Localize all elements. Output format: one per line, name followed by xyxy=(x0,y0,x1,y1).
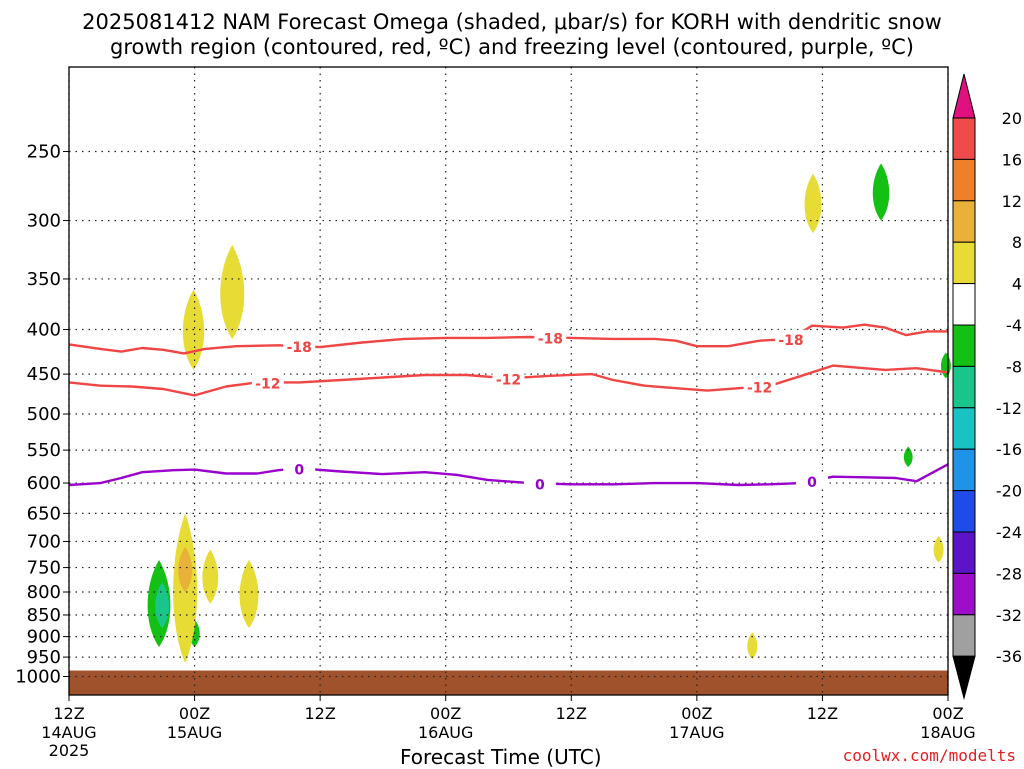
colorbar-block-7 xyxy=(952,365,976,409)
contour-label-bg-1-2 xyxy=(743,377,776,395)
colorbar-label-3: 8 xyxy=(1012,233,1022,252)
contour-label-bg-1-0 xyxy=(251,373,284,391)
chart-title-line-1: 2025081412 NAM Forecast Omega (shaded, μ… xyxy=(82,10,942,34)
x-tick-label-0: 12Z xyxy=(53,704,84,723)
colorbar-block-10 xyxy=(952,490,976,533)
colorbar-label-0: 20 xyxy=(1002,109,1022,128)
x-tick-label-3: 00Z xyxy=(430,704,461,723)
y-tick-label-600: 600 xyxy=(27,473,61,494)
contour-label-1-0: -12 xyxy=(255,376,280,392)
contour-minus12-line xyxy=(68,364,949,397)
colorbar-label-2: 12 xyxy=(1002,192,1022,211)
colorbar-label-7: -12 xyxy=(996,399,1022,418)
omega-region-3 xyxy=(872,163,890,221)
y-tick-label-900: 900 xyxy=(27,627,61,648)
colorbar-label-8: -16 xyxy=(996,440,1022,459)
x-date-label-5: 17AUG xyxy=(669,723,724,742)
contour-label-2-0: 0 xyxy=(294,462,304,478)
contour-label-2-2: 0 xyxy=(807,475,817,491)
contour-label-0-2: -18 xyxy=(778,333,803,349)
contour-label-bg-0-1 xyxy=(534,328,567,346)
omega-region-9 xyxy=(202,549,219,604)
y-tick-label-400: 400 xyxy=(27,320,61,341)
y-tick-label-500: 500 xyxy=(27,404,61,425)
colorbar-top-arrow xyxy=(952,73,976,119)
contour-label-bg-1-1 xyxy=(492,369,525,387)
colorbar-label-13: -36 xyxy=(996,647,1022,666)
chart-title-line-2: growth region (contoured, red, ºC) and f… xyxy=(110,35,914,59)
x-tick-label-6: 12Z xyxy=(807,704,838,723)
omega-region-11 xyxy=(239,559,259,629)
credit-link[interactable]: coolwx.com/modelts xyxy=(842,746,1016,765)
y-tick-label-250: 250 xyxy=(27,142,61,163)
y-tick-label-950: 950 xyxy=(27,647,61,668)
contour-label-bg-0-2 xyxy=(775,329,808,347)
omega-region-7 xyxy=(178,546,193,593)
omega-region-14 xyxy=(933,535,944,563)
colorbar-block-9 xyxy=(952,448,976,492)
contour-label-bg-0-0 xyxy=(283,337,316,355)
omega-region-1 xyxy=(155,582,170,629)
y-tick-label-300: 300 xyxy=(27,211,61,232)
x-date-label-0: 14AUG xyxy=(41,723,96,742)
y-tick-label-750: 750 xyxy=(27,558,61,579)
y-tick-label-650: 650 xyxy=(27,503,61,524)
contour-label-bg-2-0 xyxy=(283,459,316,477)
colorbar-label-4: 4 xyxy=(1012,275,1022,294)
colorbar-label-12: -32 xyxy=(996,606,1022,625)
colorbar-block-3 xyxy=(952,200,976,243)
y-tick-label-550: 550 xyxy=(27,440,61,461)
contour-label-bg-2-2 xyxy=(795,471,828,489)
colorbar-bottom-arrow xyxy=(952,655,976,701)
x-axis-label: Forecast Time (UTC) xyxy=(400,745,602,769)
colorbar-block-12 xyxy=(952,572,976,616)
colorbar-label-1: 16 xyxy=(1002,150,1022,169)
surface-ground xyxy=(69,670,948,695)
omega-region-10 xyxy=(220,244,245,339)
y-tick-label-800: 800 xyxy=(27,582,61,603)
colorbar-label-6: -8 xyxy=(1006,357,1022,376)
colorbar-block-4 xyxy=(952,241,976,285)
colorbar-block-13 xyxy=(952,614,976,657)
colorbar-block-6 xyxy=(952,324,976,367)
contour-label-bg-2-1 xyxy=(523,474,556,492)
colorbar-label-9: -20 xyxy=(996,482,1022,501)
colorbar-label-10: -24 xyxy=(996,523,1022,542)
omega-region-12 xyxy=(804,173,822,233)
contour-label-0-0: -18 xyxy=(287,340,312,356)
plot-border xyxy=(68,66,949,696)
colorbar-block-11 xyxy=(952,531,976,574)
contour-label-1-2: -12 xyxy=(747,381,772,397)
colorbar-block-5 xyxy=(952,283,976,326)
x-tick-label-1: 00Z xyxy=(179,704,210,723)
y-tick-label-350: 350 xyxy=(27,269,61,290)
x-date-label-3: 16AUG xyxy=(418,723,473,742)
colorbar-label-5: -4 xyxy=(1006,316,1022,335)
colorbar-block-1 xyxy=(952,117,976,160)
x-date-label-1: 15AUG xyxy=(167,723,222,742)
x-tick-label-2: 12Z xyxy=(304,704,335,723)
omega-region-13 xyxy=(747,632,758,660)
colorbar-block-8 xyxy=(952,407,976,450)
x-date-label-7: 18AUG xyxy=(920,723,975,742)
x-year-label-0: 2025 xyxy=(49,741,90,760)
x-tick-label-4: 12Z xyxy=(556,704,587,723)
contour-label-1-1: -12 xyxy=(496,372,521,388)
y-tick-label-850: 850 xyxy=(27,605,61,626)
y-tick-label-1000: 1000 xyxy=(15,667,61,688)
omega-region-4 xyxy=(903,446,913,467)
x-tick-label-5: 00Z xyxy=(681,704,712,723)
y-tick-label-450: 450 xyxy=(27,364,61,385)
contour-label-2-1: 0 xyxy=(535,477,545,493)
colorbar-label-11: -28 xyxy=(996,564,1022,583)
colorbar-block-2 xyxy=(952,158,976,202)
x-tick-label-7: 00Z xyxy=(932,704,963,723)
contour-label-0-1: -18 xyxy=(538,331,563,347)
y-tick-label-700: 700 xyxy=(27,531,61,552)
